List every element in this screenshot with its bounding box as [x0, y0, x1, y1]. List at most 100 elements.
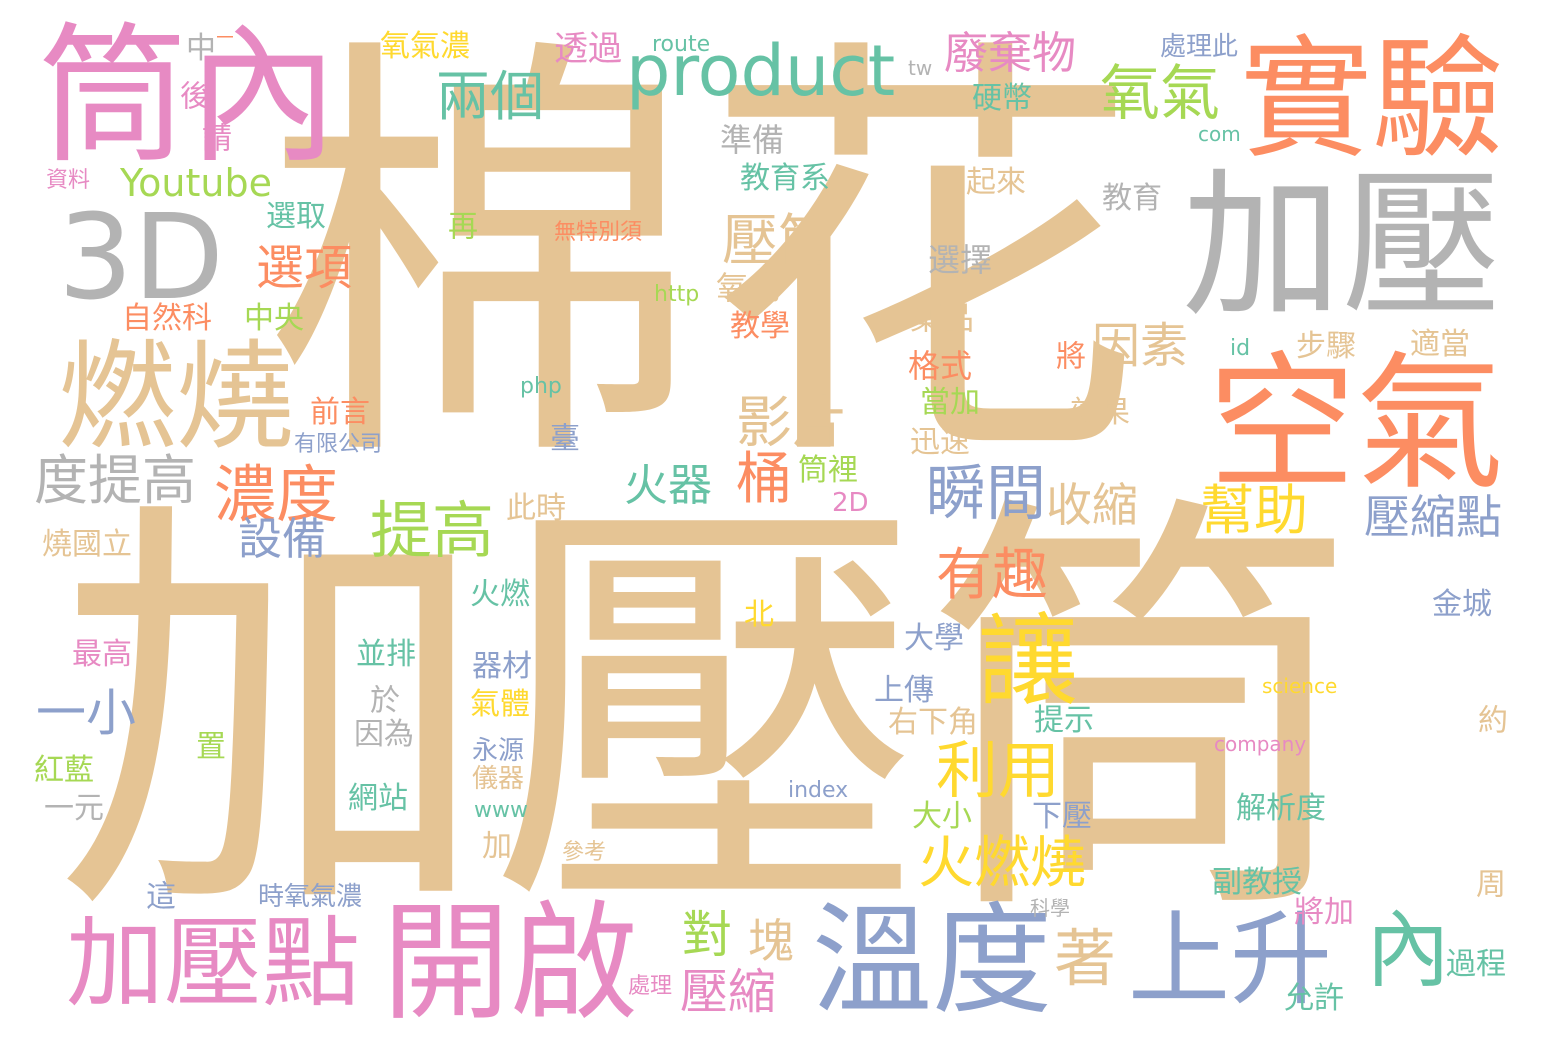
word-appropriate: 適當 [1410, 327, 1470, 362]
word-id: id [1230, 336, 1251, 361]
word-again: 再 [442, 210, 477, 240]
word-shrink: 收縮 [1046, 478, 1138, 532]
word-handle: 處理 [628, 974, 673, 999]
word-in-cylinder: 筒裡 [798, 453, 858, 488]
word-compression-point: 壓縮點 [1364, 490, 1502, 544]
word-place: 置 [190, 730, 225, 760]
word-chemicals: 藥品 [910, 299, 975, 337]
word-teaching: 教學 [730, 309, 790, 344]
word-youtube: Youtube [120, 161, 272, 205]
word-process: 過程 [1446, 947, 1506, 982]
word-science: science [1262, 674, 1338, 698]
word-www: www [474, 798, 528, 823]
word-upload: 上傳 [874, 673, 934, 708]
word-particle: 著 [1054, 922, 1117, 995]
word-video: 影片 [736, 391, 848, 456]
word-route: route [652, 32, 711, 57]
word-science-zh: 科學 [1030, 896, 1070, 920]
word-select: 選取 [266, 199, 326, 234]
word-press-down: 下壓 [1032, 799, 1092, 834]
word-product: product [626, 30, 896, 112]
word-pressure-point: 加壓點 [66, 907, 361, 1021]
word-tai: 臺 [544, 422, 579, 452]
word-inside-cylinder: 筒內 [38, 10, 339, 184]
word-http: http [654, 282, 700, 307]
word-press-cylinder: 壓筒 [722, 209, 834, 274]
word-after: 後 [174, 80, 209, 110]
word-compress: 壓縮 [680, 964, 777, 1020]
word-side-by-side: 並排 [356, 637, 416, 672]
word-bottom-right: 右下角 [888, 705, 978, 740]
word-cotton: 棉花 [262, 4, 1142, 516]
word-bucket: 桶 [736, 447, 792, 512]
word-when-add: 當加 [920, 385, 980, 420]
word-waste: 廢棄物 [944, 28, 1076, 79]
word-quick: 迅速 [910, 425, 970, 460]
word-data: 資料 [46, 168, 91, 193]
word-temperature: 溫度 [812, 892, 1052, 1031]
word-at: 於 [364, 684, 399, 714]
word-will-add: 將加 [1294, 895, 1354, 930]
word-use: 利用 [936, 734, 1061, 807]
word-3d: 3D [58, 188, 224, 326]
word-company: company [1214, 732, 1307, 756]
word-gas: 氣體 [470, 687, 530, 722]
word-instrument: 儀器 [472, 764, 525, 794]
word-fire-burn: 火燃燒 [918, 831, 1086, 896]
word-reference: 參考 [562, 840, 607, 865]
word-tw: tw [908, 56, 933, 80]
word-oxygen: 氧氣 [1100, 59, 1220, 129]
word-small: 一小 [36, 684, 136, 742]
word-central: 中央 [244, 301, 304, 336]
word-oxygen-conc: 氧氣濃 [380, 29, 470, 64]
word-preface: 前言 [310, 395, 370, 430]
word-format: 格式 [908, 347, 973, 385]
word-raise: 提高 [370, 494, 495, 567]
word-chunk: 塊 [748, 914, 794, 968]
word-week: 周 [1470, 868, 1505, 898]
word-allow: 允許 [1284, 981, 1344, 1016]
word-choose: 選擇 [928, 241, 993, 279]
word-highest: 最高 [72, 637, 132, 672]
word-open: 開啟 [382, 889, 639, 1038]
word-this: 這 [140, 880, 175, 910]
word-plus: 加上 [482, 829, 542, 864]
word-air: 空氣 [1208, 338, 1504, 510]
word-jincheng: 金城 [1432, 587, 1492, 622]
word-red-blue: 紅藍 [34, 753, 94, 788]
word-options: 選項 [256, 240, 353, 296]
word-assoc-professor: 副教授 [1212, 865, 1302, 900]
word-two: 兩個 [436, 65, 544, 128]
word-get-up: 起來 [966, 165, 1026, 200]
word-about: 約 [1472, 704, 1507, 734]
word-resolution: 解析度 [1236, 791, 1326, 826]
word-let: 讓 [978, 603, 1078, 720]
word-effect: 效果 [1070, 395, 1130, 430]
word-through: 透過 [554, 29, 622, 69]
word-pressurize: 加壓 [1182, 152, 1503, 339]
word-because: 因為 [354, 717, 414, 752]
word-hint: 提示 [1034, 703, 1094, 738]
word-equipment: 設備 [238, 514, 326, 565]
word-coin: 硬幣 [972, 81, 1032, 116]
word-size: 大小 [912, 799, 972, 834]
word-com: com [1198, 122, 1241, 146]
word-dash: － [214, 26, 237, 51]
word-please: 請 [196, 122, 231, 152]
word-help: 幫助 [1200, 479, 1308, 542]
word-education: 教育 [1102, 181, 1162, 216]
word-company-ltd: 有限公司 [294, 432, 383, 457]
word-education-dept: 教育系 [740, 161, 830, 196]
word-factor: 因素 [1092, 318, 1189, 374]
word-at-this-time: 此時 [506, 491, 566, 526]
word-fire-ignite: 火燃 [470, 577, 530, 612]
word-prepare: 準備 [720, 121, 785, 159]
word-middle: 中 [186, 31, 216, 66]
word-university: 大學 [904, 621, 964, 656]
word-north: 北 [738, 598, 773, 628]
word-will: 將 [1050, 340, 1085, 370]
word-fire-device: 火器 [624, 460, 712, 511]
word-steps: 步驟 [1296, 329, 1356, 364]
word-instant: 瞬間 [926, 459, 1046, 529]
